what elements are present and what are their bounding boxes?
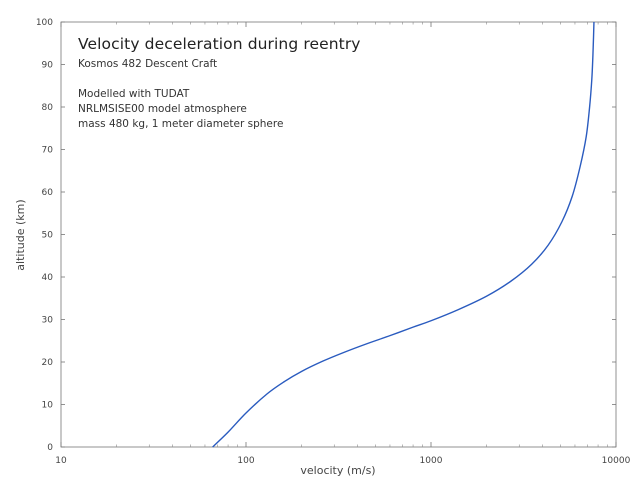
y-tick-label: 50 — [42, 231, 54, 241]
annotation-line-3: mass 480 kg, 1 meter diameter sphere — [78, 118, 284, 130]
x-tick-label: 10000 — [602, 456, 631, 466]
y-tick-label: 40 — [42, 273, 54, 283]
x-axis-label: velocity (m/s) — [300, 464, 375, 477]
annotation-line-1: Modelled with TUDAT — [78, 88, 190, 100]
chart-title: Velocity deceleration during reentry — [78, 35, 361, 53]
y-tick-label: 60 — [42, 188, 54, 198]
annotation-line-2: NRLMSISE00 model atmosphere — [78, 103, 247, 115]
plot-frame — [60, 21, 617, 448]
y-tick-label: 10 — [42, 401, 54, 411]
y-tick-label: 30 — [42, 316, 54, 326]
y-tick-label: 20 — [42, 358, 54, 368]
chart-subtitle: Kosmos 482 Descent Craft — [78, 58, 218, 70]
series-line — [212, 21, 595, 448]
x-tick-label: 1000 — [420, 456, 443, 466]
y-axis-label: altitude (km) — [14, 199, 27, 270]
x-tick-label: 10 — [55, 456, 67, 466]
x-axis-ticks: 10 100 1000 10000 — [55, 22, 631, 466]
y-axis-ticks: 0 10 20 30 40 50 60 70 80 90 100 — [36, 18, 616, 453]
y-tick-label: 0 — [47, 443, 53, 453]
y-tick-label: 70 — [42, 146, 54, 156]
y-tick-label: 80 — [42, 103, 54, 113]
x-tick-label: 100 — [237, 456, 254, 466]
series-group — [212, 21, 595, 448]
axes-frame — [60, 21, 617, 448]
y-tick-label: 90 — [42, 61, 54, 71]
y-tick-label: 100 — [36, 18, 53, 28]
